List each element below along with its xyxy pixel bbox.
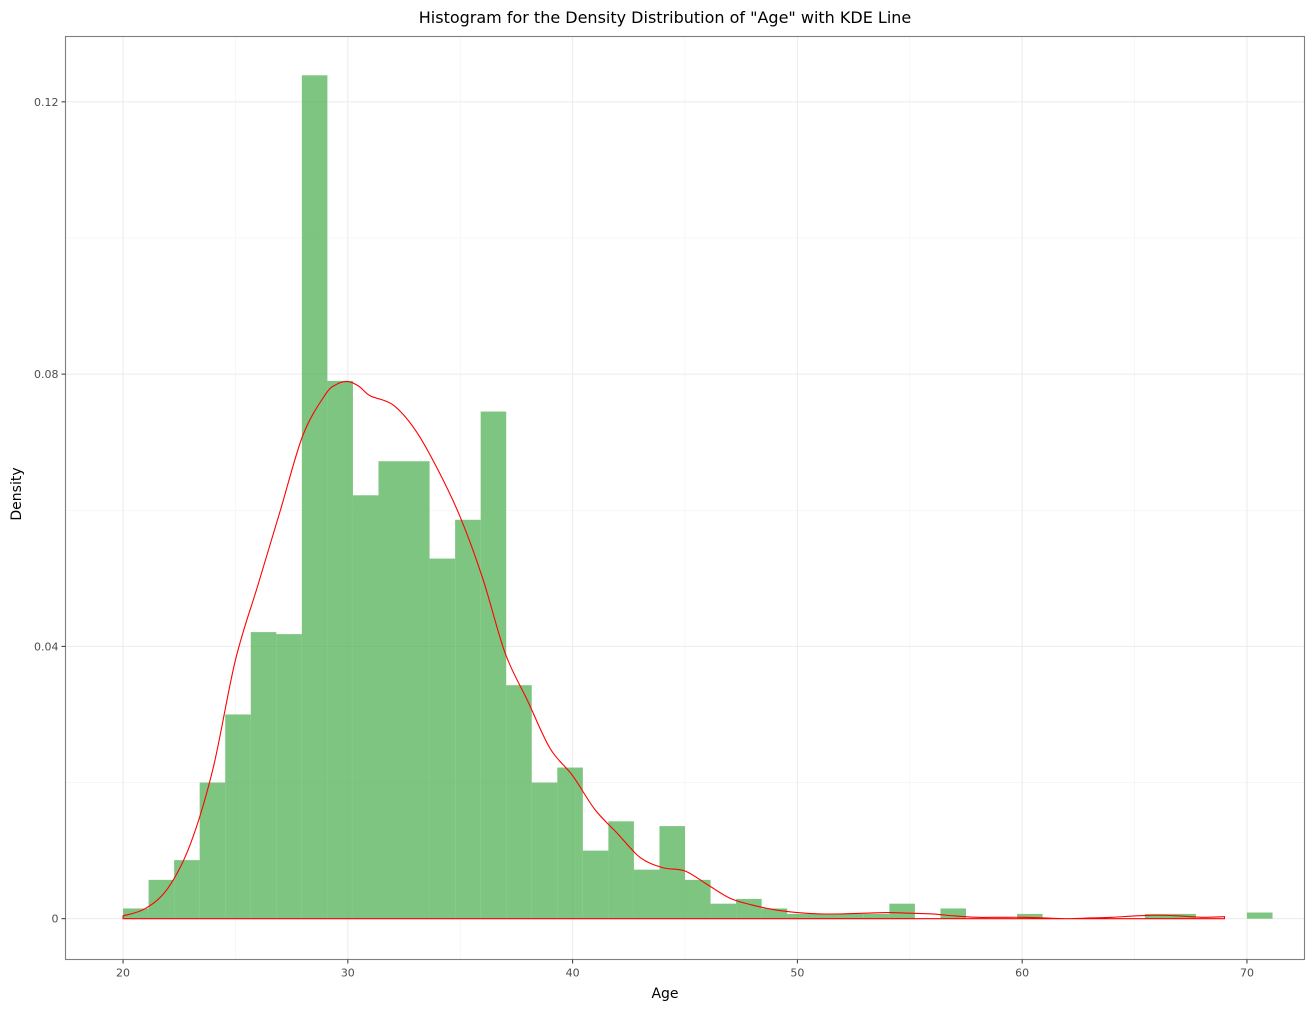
x-axis-title: Age — [651, 986, 678, 1002]
histogram-bar — [404, 461, 430, 919]
y-tick-label: 0.12 — [34, 96, 59, 109]
x-tick-label: 50 — [790, 967, 804, 980]
y-axis-ticks: 0 0.04 0.08 0.12 — [34, 96, 66, 926]
histogram-bar — [582, 850, 609, 919]
histogram-bar — [787, 913, 813, 919]
histogram-bar — [352, 495, 379, 919]
histogram-bar — [633, 869, 660, 919]
x-tick-label: 70 — [1240, 967, 1254, 980]
histogram-bar — [889, 903, 915, 919]
minor-gridlines — [65, 36, 1305, 960]
histogram-bar — [710, 903, 737, 919]
kde-line — [122, 380, 1226, 920]
histogram-bar — [1017, 913, 1043, 919]
histogram-bar — [685, 879, 711, 919]
y-tick-label: 0.08 — [34, 368, 59, 381]
x-tick-label: 20 — [116, 967, 130, 980]
histogram-bar — [225, 714, 251, 919]
histogram-bar — [455, 519, 481, 919]
histogram-bar — [429, 558, 456, 919]
histogram-bar — [378, 461, 405, 919]
histogram-bar — [250, 632, 277, 919]
histogram-bar — [940, 908, 967, 919]
histogram-bar — [506, 685, 532, 919]
histogram-bar — [276, 634, 302, 919]
histogram-bars — [123, 75, 1273, 919]
x-tick-label: 40 — [566, 967, 580, 980]
histogram-bar — [557, 767, 583, 919]
histogram-bar — [480, 411, 507, 919]
histogram-bar — [608, 821, 634, 919]
x-axis-ticks: 20 30 40 50 60 70 — [116, 959, 1254, 980]
chart-title: Histogram for the Density Distribution o… — [419, 8, 912, 27]
histogram-bar — [659, 826, 686, 919]
x-tick-label: 60 — [1015, 967, 1029, 980]
histogram-bar — [327, 380, 353, 919]
histogram-bar — [174, 860, 200, 919]
histogram-bar — [199, 782, 226, 919]
plot-border — [64, 35, 1306, 961]
histogram-bar — [123, 908, 149, 919]
histogram-bar — [812, 913, 839, 919]
histogram-bar — [531, 782, 558, 919]
y-tick-label: 0.04 — [34, 640, 59, 653]
y-axis-title: Density — [9, 467, 25, 520]
x-tick-label: 30 — [341, 967, 355, 980]
y-tick-label: 0 — [52, 913, 59, 926]
histogram-bar — [838, 913, 864, 919]
histogram-bar — [301, 75, 328, 919]
histogram-bar — [1246, 912, 1273, 919]
histogram-bar — [761, 908, 788, 919]
histogram-bar — [1144, 913, 1171, 919]
histogram-bar — [148, 879, 175, 919]
histogram-bar — [736, 898, 762, 919]
histogram-bar — [863, 913, 890, 919]
